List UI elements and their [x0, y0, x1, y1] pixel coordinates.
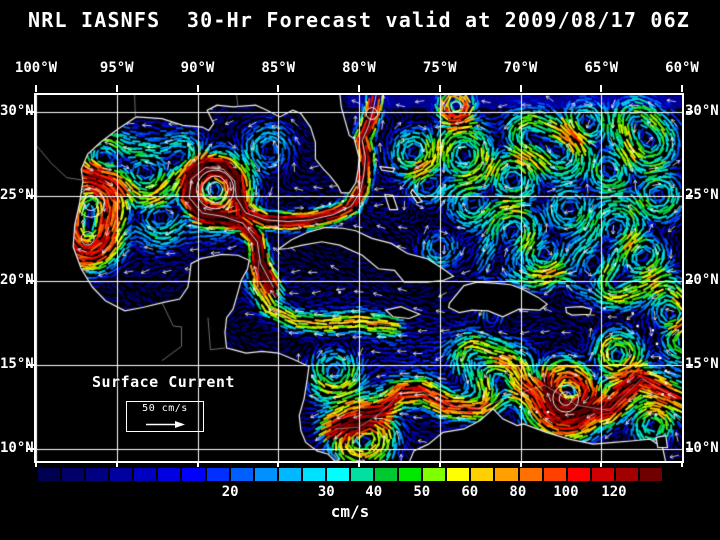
- lon-tick-mark: [681, 85, 683, 92]
- lon-tick-label: 70°W: [503, 60, 538, 76]
- lat-tick-label: 20°N: [0, 271, 34, 288]
- lat-tick-label: 30°N: [0, 102, 34, 119]
- lon-tick-mark: [519, 85, 522, 92]
- lon-tick-mark: [519, 463, 522, 467]
- lon-tick-mark: [115, 463, 118, 467]
- scale-value-label: 50 cm/s: [142, 403, 188, 414]
- lat-tick-mark: [686, 279, 693, 282]
- lon-tick-mark: [277, 463, 280, 467]
- lon-tick-label: 90°W: [180, 60, 215, 76]
- colorbar-tick-label: 80: [509, 484, 527, 500]
- surface-current-label: Surface Current: [92, 373, 235, 391]
- map-plot: Surface Current 50 cm/s: [34, 93, 684, 463]
- lat-tick-label: 30°N: [685, 102, 719, 119]
- colorbar-tick-label: 100: [553, 484, 579, 500]
- colorbar-swatch: [110, 468, 133, 481]
- colorbar-tick-label: 120: [601, 484, 627, 500]
- lat-tick-mark: [27, 448, 34, 451]
- colorbar-swatch: [519, 468, 542, 481]
- lat-tick-mark: [27, 195, 34, 198]
- lon-tick-mark: [600, 463, 603, 467]
- colorbar-swatch: [471, 468, 494, 481]
- colorbar-swatch: [326, 468, 350, 481]
- colorbar-swatch: [158, 468, 181, 481]
- colorbar-tick-label: 40: [365, 484, 383, 500]
- lon-tick-label: 65°W: [584, 60, 619, 76]
- colorbar-swatch: [230, 468, 253, 481]
- colorbar-swatch: [615, 468, 638, 481]
- colorbar-tick-label: 30: [317, 484, 335, 500]
- lon-tick-mark: [438, 463, 441, 467]
- lat-tick-label: 25°N: [685, 187, 719, 204]
- lat-tick-mark: [686, 110, 693, 113]
- lon-tick-label: 80°W: [342, 60, 376, 76]
- colorbar-swatch: [423, 468, 446, 481]
- colorbar-swatch: [567, 468, 590, 481]
- lon-tick-label: 60°W: [665, 60, 699, 76]
- colorbar-swatch: [639, 468, 663, 481]
- lon-tick-label: 100°W: [14, 60, 58, 76]
- colorbar-swatch: [447, 468, 470, 481]
- lat-tick-mark: [27, 363, 34, 366]
- colorbar-swatch: [254, 468, 277, 481]
- scale-arrow-icon: [146, 421, 185, 428]
- lat-tick-mark: [686, 363, 693, 366]
- lon-tick-mark: [277, 85, 280, 92]
- lat-tick-mark: [686, 195, 693, 198]
- colorbar-swatch: [591, 468, 614, 481]
- colorbar-swatch: [86, 468, 109, 481]
- colorbar-swatch: [302, 468, 325, 481]
- figure-title: NRL IASNFS 30-Hr Forecast valid at 2009/…: [28, 8, 691, 32]
- lon-tick-mark: [196, 463, 199, 467]
- lon-tick-mark: [196, 85, 199, 92]
- lon-tick-mark: [115, 85, 118, 92]
- colorbar-swatch: [543, 468, 566, 481]
- lon-tick-mark: [358, 463, 360, 467]
- colorbar-swatch: [351, 468, 374, 481]
- colorbar-swatch: [375, 468, 398, 481]
- colorbar-ticks: 20 30 40 50 60 80 100 120: [38, 484, 662, 501]
- lat-tick-mark: [27, 279, 34, 282]
- colorbar-swatch: [495, 468, 518, 481]
- lat-tick-label: 20°N: [685, 271, 719, 288]
- colorbar-swatch: [134, 468, 157, 481]
- lat-tick-label: 10°N: [0, 440, 34, 457]
- lon-tick-mark: [600, 85, 603, 92]
- current-scale-box: 50 cm/s: [126, 401, 204, 432]
- colorbar-tick-label: 20: [221, 484, 239, 500]
- lon-tick-label: 75°W: [422, 60, 457, 76]
- lat-tick-mark: [27, 110, 34, 113]
- colorbar-swatch: [38, 468, 61, 481]
- lat-tick-mark: [686, 448, 693, 451]
- colorbar-swatch: [206, 468, 229, 481]
- lon-tick-label: 95°W: [99, 60, 134, 76]
- surface-current-map-canvas: [36, 95, 682, 461]
- colorbar-swatch: [278, 468, 301, 481]
- lat-tick-label: 15°N: [0, 355, 34, 372]
- lat-tick-label: 15°N: [685, 355, 719, 372]
- lat-tick-label: 25°N: [0, 187, 34, 204]
- colorbar-tick-label: 50: [413, 484, 431, 500]
- lon-tick-label: 85°W: [261, 60, 296, 76]
- lon-tick-mark: [35, 85, 37, 92]
- lon-tick-mark: [35, 463, 37, 467]
- colorbar-swatch: [182, 468, 205, 481]
- colorbar-swatch: [399, 468, 422, 481]
- lon-tick-mark: [438, 85, 441, 92]
- speed-colorbar: [38, 468, 663, 481]
- colorbar-unit: cm/s: [330, 502, 370, 521]
- colorbar-swatch: [62, 468, 85, 481]
- lon-tick-mark: [358, 85, 360, 92]
- colorbar-tick-label: 60: [461, 484, 479, 500]
- lon-tick-mark: [681, 463, 683, 467]
- lat-tick-label: 10°N: [685, 440, 719, 457]
